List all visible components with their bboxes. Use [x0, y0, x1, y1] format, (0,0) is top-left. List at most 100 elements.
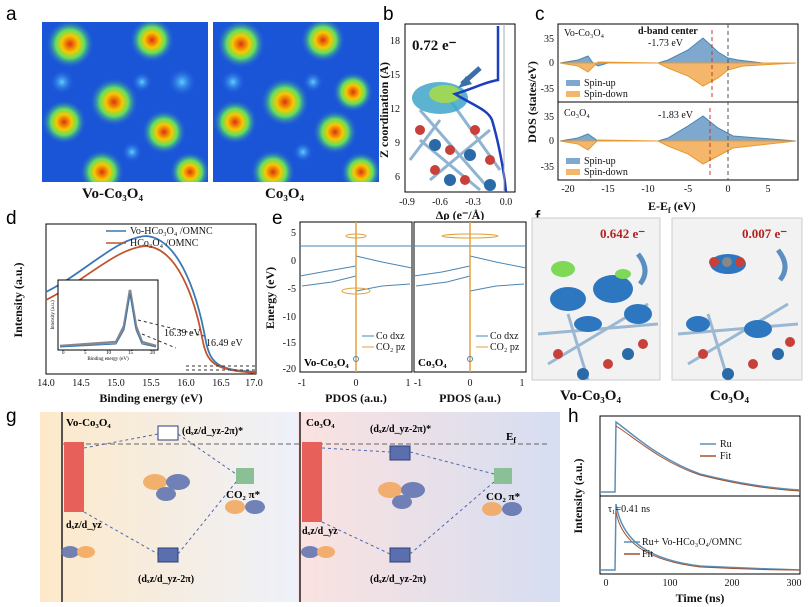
panel-f-caption-right: Co₃O₄: [710, 388, 749, 404]
c-dband-top: -1.73 eV: [648, 38, 684, 49]
f-charge-left: 0.642 e⁻: [600, 226, 645, 241]
b-ytick-3: 9: [395, 138, 400, 149]
h-legend-bot-0: Ru+ Vo-HCo₃O₄/OMNC: [642, 537, 742, 548]
e-xtick-l2: 1: [406, 378, 411, 389]
panel-c-plot: Vo-Co₃O₄ Co₃O₄ d-band center -1.73 eV -1…: [528, 23, 799, 215]
d-inset-ylabel: Intensity (a.u.): [51, 300, 56, 330]
c-bottom-title: Co₃O₄: [564, 108, 590, 119]
e-legend-1: CO₂ pz: [376, 342, 406, 353]
g-dlabel-left: dₓz/d_yz: [66, 520, 102, 531]
g-dlabel-right: dₓz/d_yz: [302, 526, 338, 537]
panel-h-plot: Ru Fit Ru+ Vo-HCo₃O₄/OMNC Fit τ₁=0.41 ns…: [571, 415, 802, 605]
panel-b-label: b: [383, 4, 394, 25]
e-ytick-3: -10: [283, 312, 296, 323]
panel-e-plot: Co dxz CO₂ pz Co dxz CO₂ pz Vo-Co₃O₄ Co₃…: [263, 221, 527, 405]
c-xlabel: E-Ef (eV): [648, 199, 696, 215]
c-dband-title: d-band center: [638, 26, 698, 37]
e-ytick-5: -20: [283, 364, 296, 375]
d-xtick-0: 14.0: [37, 378, 55, 389]
e-xtick-l1: 0: [354, 378, 359, 389]
b-xtick-2: -0.3: [465, 197, 481, 208]
d-inset-xt3: 15: [128, 351, 134, 356]
d-ylabel: Intensity (a.u.): [11, 262, 25, 337]
e-legend-1b: CO₂ pz: [490, 342, 520, 353]
c-xtick-1: -15: [601, 184, 614, 195]
h-tau: τ₁=0.41 ns: [608, 504, 650, 515]
c-ytick-1: 0: [549, 58, 554, 69]
c-legend-down: Spin-down: [584, 89, 628, 100]
h-xlabel: Time (ns): [676, 591, 725, 605]
g-bond-right: (dₓz/d_yz-2π): [370, 574, 426, 585]
panel-b-plot: 18 15 12 9 6 -0.9 -0.6 -0.3 0.0 Δρ (e⁻/Å…: [380, 23, 516, 220]
h-ylabel: Intensity (a.u.): [571, 458, 585, 533]
d-anno1: 16.49 eV: [206, 338, 243, 349]
h-xtick-3: 300: [787, 578, 802, 589]
e-ytick-0: 5: [291, 228, 296, 239]
c-xtick-3: -5: [684, 184, 692, 195]
panel-f-structures: 0.642 e⁻ 0.007 e⁻: [531, 217, 803, 381]
c-xtick-5: 5: [766, 184, 771, 195]
g-antibond-right: (dₓz/d_yz-2π)*: [370, 424, 431, 435]
c-ytick-0: 35: [544, 34, 554, 45]
g-co2-right: CO₂ π*: [486, 491, 521, 503]
e-xtick-r1: 0: [468, 378, 473, 389]
charge-density-map-vo: [42, 22, 208, 182]
c-ytick-5: -35: [541, 162, 554, 173]
h-xtick-2: 200: [725, 578, 740, 589]
b-xtick-0: -0.9: [399, 197, 415, 208]
e-xlabel-left: PDOS (a.u.): [325, 391, 387, 405]
panel-a-label: a: [6, 4, 17, 25]
d-xtick-6: 17.0: [245, 378, 263, 389]
c-top-title: Vo-Co₃O₄: [564, 28, 605, 39]
c-ylabel: DOS (states/eV): [528, 61, 539, 143]
d-xtick-1: 14.5: [72, 378, 90, 389]
d-xtick-4: 16.0: [177, 378, 195, 389]
h-legend-bot-1: Fit: [642, 549, 653, 560]
b-ytick-2: 12: [390, 104, 400, 115]
panel-e-label: e: [272, 208, 283, 229]
g-right-title: Co₃O₄: [306, 417, 335, 429]
g-antibond-left: (dₓz/d_yz-2π)*: [182, 426, 243, 437]
panel-g-label: g: [6, 406, 17, 427]
d-xtick-3: 15.5: [142, 378, 160, 389]
d-xlabel: Binding energy (eV): [99, 391, 202, 405]
e-left-title: Vo-Co₃O₄: [304, 357, 349, 369]
b-ylabel: Z coordination (Å): [380, 62, 391, 158]
c-legend-up-2: Spin-up: [584, 156, 616, 167]
h-legend-top-0: Ru: [720, 439, 732, 450]
d-inset-xt0: 0: [62, 351, 65, 356]
d-inset-xt2: 10: [106, 351, 112, 356]
d-inset-xlabel: Binding energy (eV): [87, 357, 129, 362]
e-xtick-r0: -1: [414, 378, 422, 389]
e-ylabel: Energy (eV): [263, 267, 277, 329]
g-ef: Ef: [506, 431, 516, 445]
charge-density-map-pristine: [213, 22, 379, 182]
panel-d-label: d: [6, 208, 17, 229]
e-xlabel-right: PDOS (a.u.): [439, 391, 501, 405]
c-ytick-2: -35: [541, 84, 554, 95]
e-xtick-r2: 1: [520, 378, 525, 389]
panel-d-plot: Vo-HCo₃O₄ /OMNC HCo₃O₄ /OMNC Intensity (…: [11, 223, 263, 405]
g-bond-left: (dₓz/d_yz-2π): [138, 574, 194, 585]
d-xtick-2: 15.0: [107, 378, 125, 389]
c-legend-up: Spin-up: [584, 78, 616, 89]
d-legend-0: Vo-HCo₃O₄ /OMNC: [130, 226, 213, 237]
c-xtick-0: -20: [561, 184, 574, 195]
panel-g-diagram: Vo-Co₃O₄ Co₃O₄ (dₓz/d_yz-2π)* (dₓz/d_yz-…: [40, 412, 560, 602]
b-ytick-0: 18: [390, 36, 400, 47]
panel-c-label: c: [535, 4, 545, 25]
d-xtick-5: 16.5: [212, 378, 230, 389]
c-ytick-3: 35: [544, 112, 554, 123]
b-xtick-1: -0.6: [432, 197, 448, 208]
b-xlabel: Δρ (e⁻/Å): [436, 208, 485, 220]
panel-b-yticks: 18 15 12 9 6: [390, 36, 400, 183]
panel-f-caption-left: Vo-Co₃O₄: [560, 388, 621, 404]
g-co2-left: CO₂ π*: [226, 489, 261, 501]
g-left-title: Vo-Co₃O₄: [66, 417, 111, 429]
d-inset-xt1: 5: [84, 351, 87, 356]
b-charge: 0.72 e⁻: [412, 38, 457, 54]
b-ytick-4: 6: [395, 172, 400, 183]
panel-h-label: h: [568, 406, 579, 427]
panel-a-caption-right: Co₃O₄: [265, 186, 304, 202]
d-inset-xt4: 20: [150, 351, 156, 356]
